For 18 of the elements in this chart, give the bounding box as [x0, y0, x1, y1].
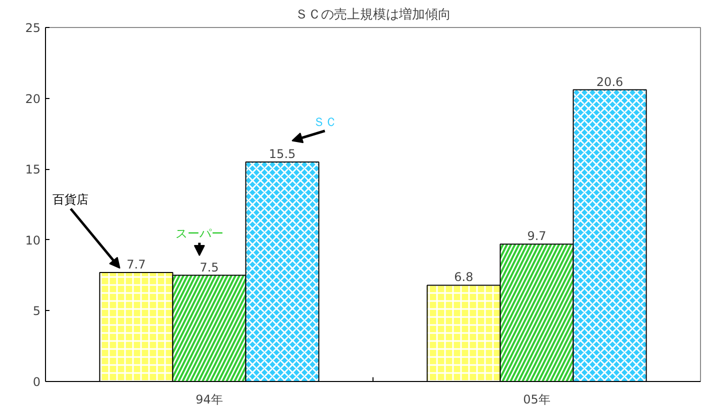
y-tick-label: 15 — [25, 162, 41, 177]
x-tick-label: 05年 — [523, 392, 550, 406]
text: ＳＣ — [312, 114, 337, 129]
data-label: 7.5 — [200, 260, 219, 274]
data-label: 15.5 — [268, 147, 296, 162]
chart-title: ＳＣの売上規模は増加傾向 — [295, 6, 451, 22]
text: スーパー — [175, 226, 224, 241]
y-tick-label: 20 — [25, 92, 41, 106]
data-label: 9.7 — [527, 229, 546, 244]
y-tick-label: 0 — [32, 375, 41, 389]
y-tick-label: 25 — [25, 21, 41, 35]
x-tick-label: 94年 — [196, 392, 223, 406]
data-label: 6.8 — [454, 270, 474, 284]
y-tick-label: 5 — [32, 304, 41, 318]
data-label: 7.7 — [126, 257, 146, 272]
y-tick-label: 10 — [25, 233, 41, 248]
data-label: 20.6 — [596, 74, 624, 89]
text: 百貨店 — [52, 192, 89, 207]
